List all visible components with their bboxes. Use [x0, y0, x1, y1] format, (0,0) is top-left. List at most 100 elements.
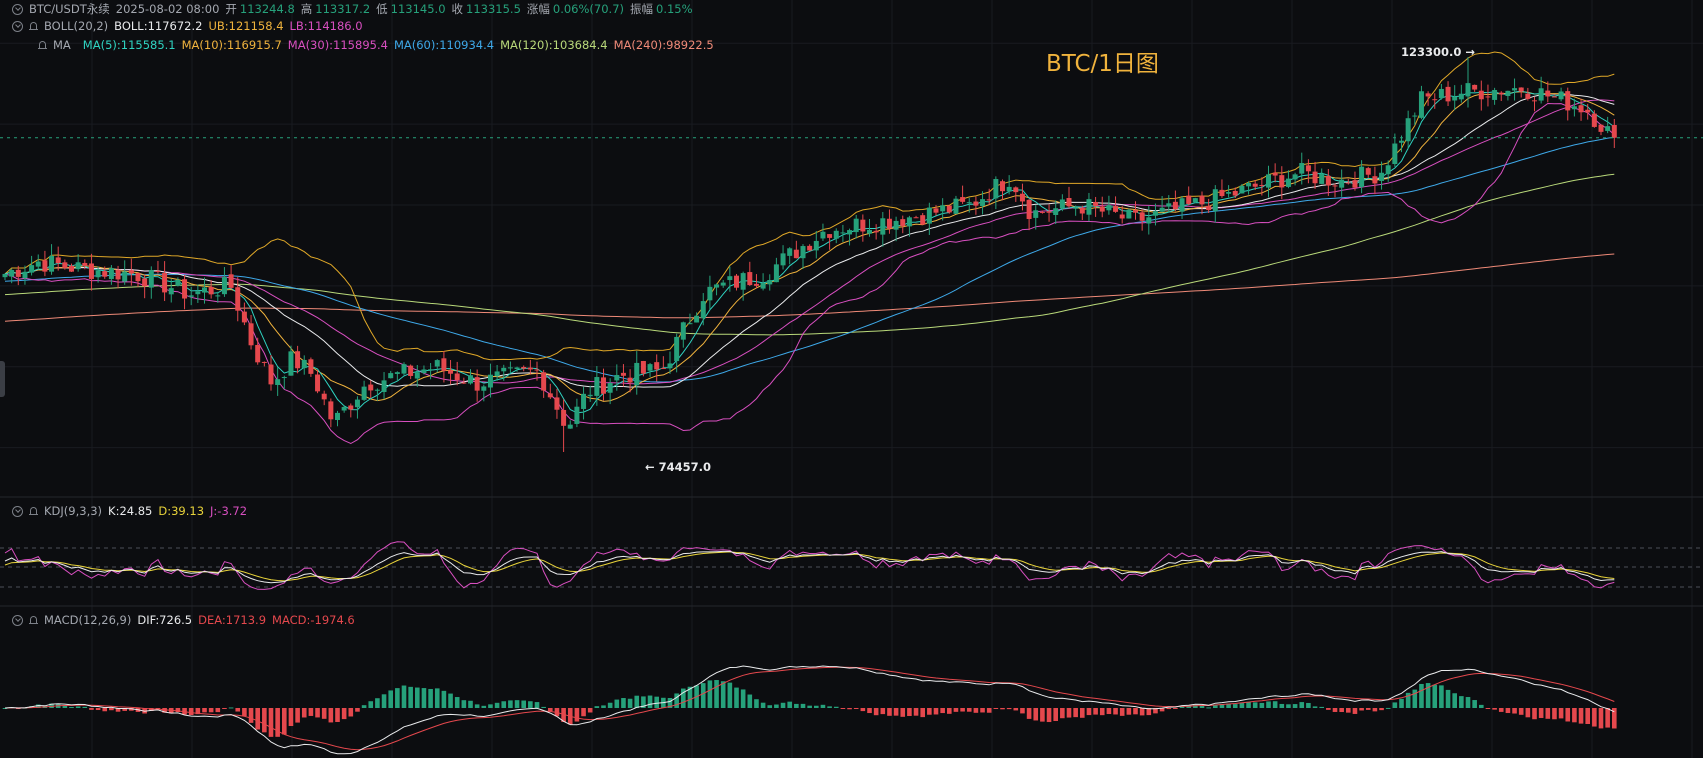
- kdj-d-line: [4, 551, 1615, 582]
- candle-body: [1079, 208, 1085, 214]
- candle-body: [115, 269, 121, 280]
- symbol-label: BTC/USDT永续: [29, 2, 110, 16]
- macd-histogram-bar: [641, 696, 646, 708]
- candle-body: [720, 282, 726, 286]
- candle-body: [175, 279, 181, 286]
- candle-body: [860, 219, 866, 232]
- collapse-toggle-icon[interactable]: [12, 505, 23, 517]
- candle-body: [1399, 140, 1404, 143]
- alert-bell-icon[interactable]: [38, 40, 47, 50]
- candle-body: [341, 406, 347, 411]
- panel-resize-handle[interactable]: [0, 361, 5, 397]
- macd-histogram-bar: [162, 708, 167, 713]
- collapse-toggle-icon[interactable]: [12, 614, 23, 626]
- candle-body: [1478, 90, 1484, 100]
- candle-body: [1538, 88, 1544, 101]
- candle-body: [587, 394, 593, 397]
- macd-histogram-bar: [1126, 708, 1132, 715]
- alert-bell-icon[interactable]: [29, 506, 38, 516]
- alert-bell-icon[interactable]: [29, 21, 38, 31]
- kdj-d-value: D:39.13: [158, 504, 205, 518]
- macd-histogram-bar: [1392, 702, 1398, 708]
- candle-body: [49, 255, 55, 272]
- macd-histogram-bar: [1199, 705, 1205, 708]
- macd-histogram-bar: [973, 708, 979, 713]
- macd-histogram-bar: [1332, 708, 1338, 712]
- ma10-value: MA(10):116915.7: [181, 38, 282, 52]
- candle-body: [700, 301, 706, 319]
- macd-histogram-bar: [920, 708, 925, 718]
- candle-body: [1432, 99, 1438, 101]
- macd-histogram-bar: [727, 682, 733, 708]
- macd-histogram-bar: [441, 690, 447, 708]
- macd-histogram-bar: [1312, 706, 1318, 708]
- candle-body: [487, 374, 493, 388]
- candle-body: [1551, 96, 1557, 98]
- macd-histogram-bar: [714, 680, 719, 708]
- macd-histogram-bar: [1472, 700, 1477, 708]
- macd-histogram-bar: [1006, 708, 1012, 710]
- candle-body: [813, 240, 819, 251]
- collapse-toggle-icon[interactable]: [12, 20, 23, 32]
- candle-body: [348, 405, 354, 410]
- macd-histogram-bar: [35, 704, 41, 708]
- candle-body: [142, 278, 148, 287]
- candle-body: [1312, 171, 1318, 184]
- high-value: 113317.2: [315, 2, 371, 16]
- macd-histogram-bar: [401, 685, 407, 708]
- candle-body: [1385, 165, 1391, 175]
- candle-body: [1039, 211, 1045, 213]
- candle-body: [1372, 176, 1378, 184]
- candle-body: [660, 368, 666, 370]
- macd-histogram-bar: [860, 708, 866, 712]
- candle-body: [255, 344, 261, 363]
- boll-mid-value: BOLL:117672.2: [114, 19, 203, 33]
- macd-histogram-bar: [1066, 708, 1072, 718]
- candle-body: [567, 424, 573, 429]
- candle-body: [893, 220, 899, 230]
- collapse-toggle-icon[interactable]: [12, 3, 23, 15]
- ma120-value: MA(120):103684.4: [500, 38, 608, 52]
- candle-body: [1392, 143, 1398, 165]
- macd-dea-line: [4, 666, 1615, 751]
- ma60-value: MA(60):110934.4: [393, 38, 495, 52]
- candle-body: [933, 208, 939, 213]
- candle-body: [428, 369, 434, 371]
- alert-bell-icon[interactable]: [29, 615, 38, 625]
- candle-body: [913, 217, 919, 219]
- candle-body: [501, 367, 507, 372]
- macd-histogram-bar: [308, 708, 314, 716]
- macd-histogram-bar: [222, 708, 227, 709]
- candle-body: [1518, 87, 1524, 92]
- candle-body: [1013, 187, 1019, 193]
- candle-body: [1525, 93, 1531, 99]
- candle-body: [747, 272, 753, 286]
- macd-histogram-bar: [1206, 707, 1211, 709]
- candle-body: [561, 409, 567, 426]
- candle-body: [1212, 189, 1218, 212]
- ma10-line: [4, 91, 1615, 402]
- candle-body: [474, 377, 480, 391]
- candle-body: [753, 283, 759, 286]
- macd-histogram-bar: [474, 704, 480, 708]
- candle-body: [1359, 166, 1365, 188]
- change-label: 涨幅: [526, 2, 550, 16]
- macd-histogram-bar: [1179, 706, 1185, 708]
- macd-histogram-bar: [1385, 707, 1391, 709]
- candle-body: [42, 260, 48, 272]
- macd-histogram-bar: [734, 687, 739, 708]
- macd-histogram-bar: [1505, 708, 1511, 714]
- macd-histogram-bar: [49, 703, 54, 708]
- candle-body: [1046, 211, 1052, 213]
- macd-histogram-bar: [1173, 708, 1178, 709]
- candle-body: [248, 323, 254, 346]
- candle-body: [461, 382, 467, 384]
- candle-body: [414, 372, 420, 379]
- macd-histogram-bar: [1319, 706, 1324, 708]
- candle-body: [1126, 209, 1132, 219]
- macd-histogram-bar: [1133, 708, 1138, 715]
- macd-histogram-bar: [1226, 703, 1231, 708]
- candle-body: [986, 199, 992, 201]
